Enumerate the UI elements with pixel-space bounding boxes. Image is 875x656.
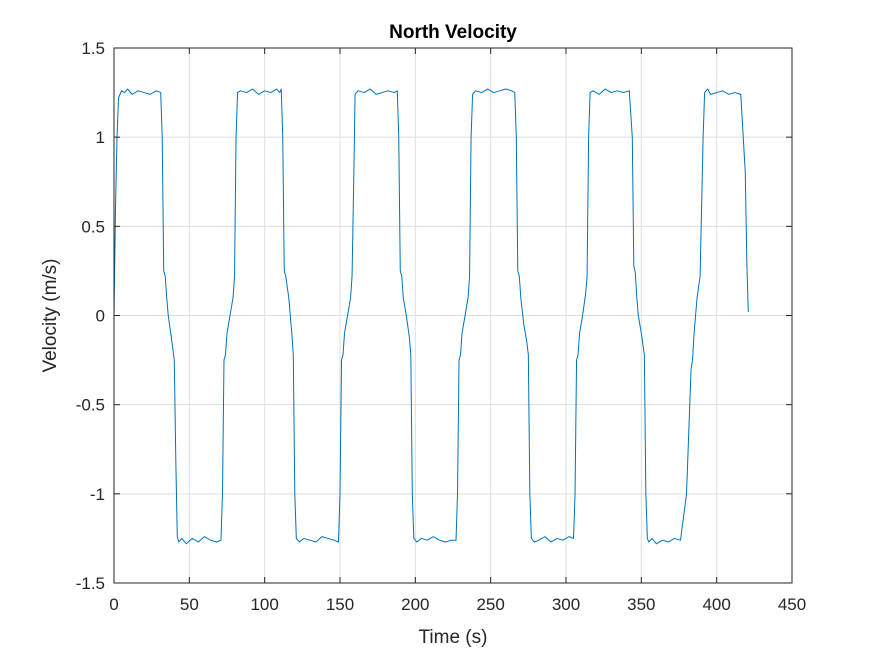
axis-ticks <box>113 47 793 584</box>
y-tick-label: 1 <box>96 128 105 147</box>
x-tick-label: 400 <box>702 595 730 614</box>
y-tick-label: -1 <box>90 485 105 504</box>
data-series <box>113 88 749 545</box>
x-tick-label: 50 <box>180 595 199 614</box>
x-tick-labels: 0 50 100 150 200 250 300 350 400 450 <box>109 595 806 614</box>
y-tick-label: -1.5 <box>76 574 105 593</box>
y-tick-label: 0.5 <box>81 217 105 236</box>
x-tick-label: 0 <box>109 595 118 614</box>
x-tick-label: 350 <box>627 595 655 614</box>
y-tick-label: -0.5 <box>76 396 105 415</box>
y-axis-label: Velocity (m/s) <box>40 258 61 372</box>
y-tick-labels: -1.5 -1 -0.5 0 0.5 1 1.5 <box>76 39 105 593</box>
x-tick-label: 100 <box>250 595 278 614</box>
x-axis-label: Time (s) <box>419 627 488 648</box>
y-tick-label: 1.5 <box>81 39 105 58</box>
x-tick-label: 250 <box>476 595 504 614</box>
series-line-north-velocity <box>113 88 749 545</box>
y-tick-label: 0 <box>96 307 105 326</box>
x-tick-label: 300 <box>552 595 580 614</box>
chart-title: North Velocity <box>389 22 517 43</box>
x-tick-label: 150 <box>326 595 354 614</box>
x-tick-label: 450 <box>778 595 806 614</box>
grid-lines <box>114 48 792 583</box>
x-tick-label: 200 <box>401 595 429 614</box>
